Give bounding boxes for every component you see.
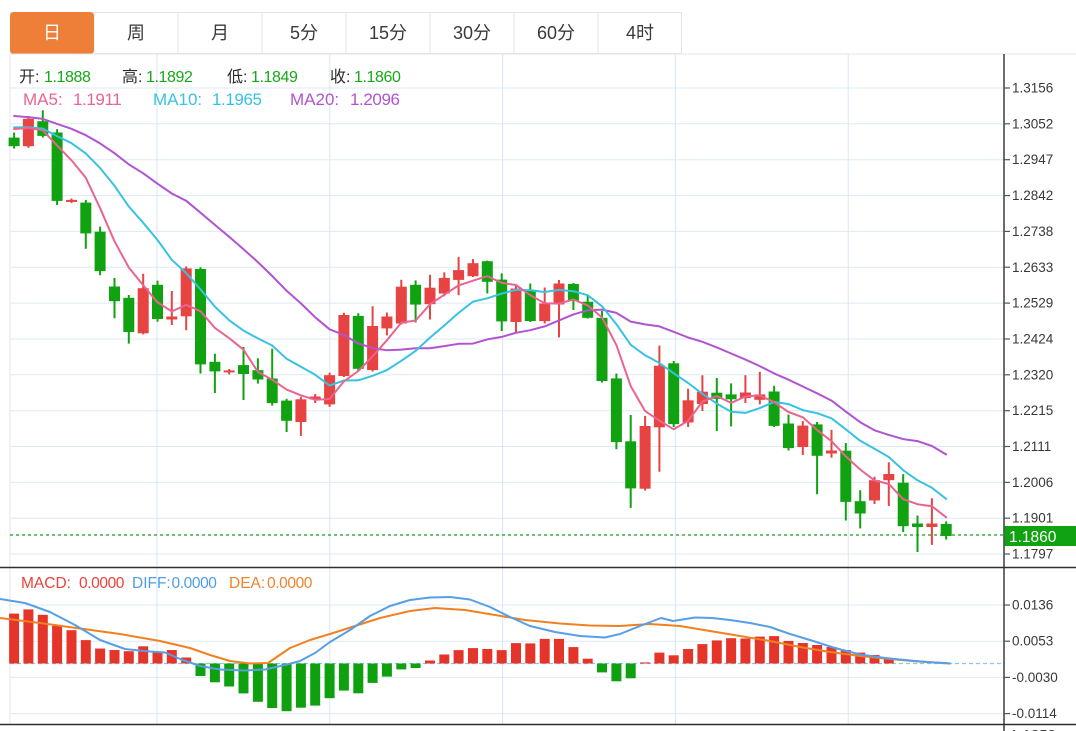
svg-text:60分: 60分 <box>537 23 575 43</box>
svg-text:月: 月 <box>211 23 229 43</box>
svg-text:收:: 收: <box>330 68 350 86</box>
svg-text:1.1888: 1.1888 <box>44 69 91 86</box>
svg-text:30分: 30分 <box>453 23 491 43</box>
svg-text:1.2633: 1.2633 <box>1012 260 1053 275</box>
svg-text:MA20:: MA20: <box>290 90 339 109</box>
svg-text:1.2738: 1.2738 <box>1012 224 1053 239</box>
svg-text:1.2320: 1.2320 <box>1012 367 1053 382</box>
svg-text:1.2096: 1.2096 <box>350 90 400 109</box>
svg-text:1.2424: 1.2424 <box>1012 332 1054 347</box>
svg-text:1.1797: 1.1797 <box>1012 547 1053 562</box>
svg-text:周: 周 <box>127 23 145 43</box>
svg-text:1.1860: 1.1860 <box>354 69 401 86</box>
svg-text:MA5:: MA5: <box>23 90 63 109</box>
svg-text:1.1965: 1.1965 <box>212 90 262 109</box>
svg-text:1.2006: 1.2006 <box>1012 475 1053 490</box>
svg-text:-0.0030: -0.0030 <box>1012 670 1058 685</box>
svg-text:0.0053: 0.0053 <box>1012 634 1053 649</box>
svg-text:4时: 4时 <box>626 23 654 43</box>
svg-text:0.0136: 0.0136 <box>1012 598 1053 613</box>
svg-text:-0.0114: -0.0114 <box>1012 706 1057 721</box>
svg-text:15分: 15分 <box>369 23 407 43</box>
svg-text:1.2215: 1.2215 <box>1012 403 1053 418</box>
svg-text:1.1849: 1.1849 <box>251 69 298 86</box>
svg-text:1.1860: 1.1860 <box>1009 529 1057 546</box>
svg-text:1.2947: 1.2947 <box>1012 152 1053 167</box>
svg-text:MA10:: MA10: <box>153 90 202 109</box>
svg-text:0.0000: 0.0000 <box>267 575 313 592</box>
svg-text:DEA:: DEA: <box>229 575 265 592</box>
svg-text:1.2529: 1.2529 <box>1012 296 1053 311</box>
svg-text:日: 日 <box>43 23 61 43</box>
svg-text:MACD:: MACD: <box>21 575 71 592</box>
svg-text:0.0000: 0.0000 <box>172 575 218 592</box>
svg-text:DIFF:: DIFF: <box>132 575 171 592</box>
svg-text:5分: 5分 <box>290 23 318 43</box>
svg-text:开:: 开: <box>19 69 39 86</box>
svg-text:1.3052: 1.3052 <box>1012 116 1053 131</box>
svg-text:1.1892: 1.1892 <box>146 69 193 86</box>
svg-text:低:: 低: <box>227 68 247 86</box>
svg-text:1.1911: 1.1911 <box>73 90 121 109</box>
svg-text:1.2842: 1.2842 <box>1012 188 1053 203</box>
svg-text:0.0000: 0.0000 <box>79 575 125 592</box>
svg-text:高:: 高: <box>122 68 142 86</box>
svg-text:1.2111: 1.2111 <box>1012 439 1051 454</box>
svg-text:1.1853: 1.1853 <box>1010 727 1056 731</box>
svg-text:1.3156: 1.3156 <box>1012 81 1053 96</box>
svg-text:1.1901: 1.1901 <box>1012 511 1053 526</box>
